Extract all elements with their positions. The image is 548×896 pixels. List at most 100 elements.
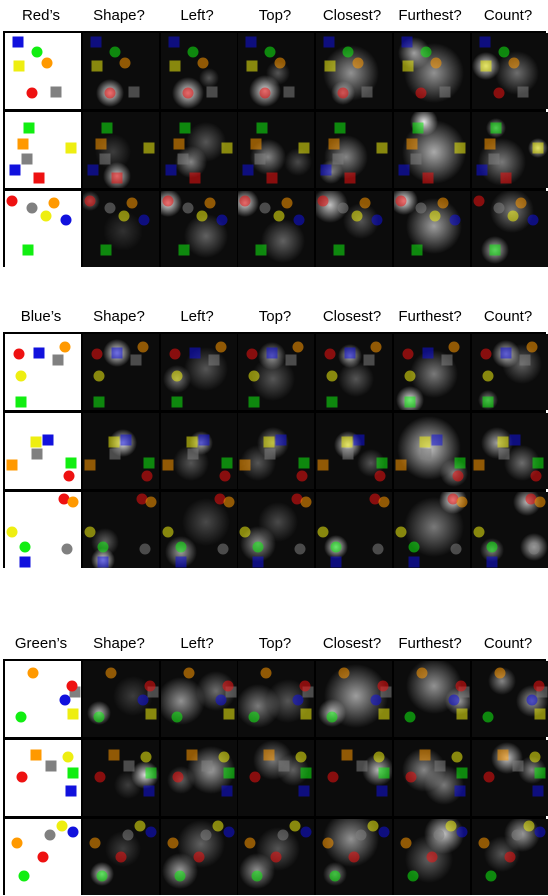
yellow-square	[108, 436, 120, 448]
attention-blob	[504, 445, 540, 481]
red-circle	[63, 470, 75, 482]
heatmap-image	[242, 122, 312, 184]
blue-square	[454, 785, 466, 797]
yellow-circle	[523, 820, 535, 832]
orange-circle	[400, 837, 412, 849]
attention-map	[83, 413, 159, 489]
red-circle	[369, 493, 381, 505]
orange-circle	[260, 667, 272, 679]
yellow-circle	[239, 526, 251, 538]
gray-square	[361, 86, 373, 98]
orange-circle	[244, 837, 256, 849]
attention-blob	[266, 679, 310, 723]
yellow-circle	[289, 820, 301, 832]
column-header-furthest: Furthest?	[398, 635, 462, 652]
green-circle	[97, 541, 109, 553]
green-square	[23, 122, 35, 134]
orange-circle	[430, 57, 442, 69]
red-square	[422, 172, 434, 184]
attention-map	[316, 740, 392, 816]
gray-square	[123, 760, 135, 772]
yellow-circle	[162, 526, 174, 538]
attention-map	[472, 740, 548, 816]
gray-square	[512, 760, 524, 772]
heatmap-image	[398, 112, 466, 184]
attention-map	[161, 661, 237, 737]
blue-square	[221, 785, 233, 797]
gray-circle	[294, 543, 306, 555]
orange-square	[162, 459, 174, 471]
green-square	[411, 244, 423, 256]
orange-circle	[59, 341, 71, 353]
attention-blob	[424, 765, 464, 805]
heatmap-image	[478, 819, 546, 882]
heatmap-image	[394, 191, 462, 256]
gray-square	[285, 354, 297, 366]
red-circle	[504, 851, 516, 863]
orange-circle	[167, 837, 179, 849]
scene-image	[13, 341, 71, 408]
green-circle	[330, 541, 342, 553]
red-circle	[415, 87, 427, 99]
red-circle	[493, 87, 505, 99]
scene-image	[11, 820, 79, 882]
scene-image	[15, 667, 81, 723]
green-square	[101, 122, 113, 134]
yellow-square	[67, 708, 79, 720]
attention-map	[161, 492, 237, 568]
red-circle	[249, 771, 261, 783]
attention-blob	[199, 68, 219, 88]
orange-circle	[27, 667, 39, 679]
gray-square	[147, 686, 159, 698]
input-scene	[5, 191, 81, 267]
green-square	[300, 767, 312, 779]
red-square	[189, 172, 201, 184]
green-square	[334, 122, 346, 134]
gray-square	[206, 86, 218, 98]
gray-square	[458, 686, 470, 698]
input-scene	[5, 740, 81, 816]
heatmap-image	[482, 667, 548, 723]
yellow-square	[534, 708, 546, 720]
heatmap-image	[245, 36, 295, 107]
column-header-closest: Closest?	[322, 7, 382, 24]
green-square	[221, 457, 233, 469]
blue-square	[90, 36, 102, 48]
column-header-shape: Shape?	[93, 308, 145, 325]
yellow-circle	[273, 210, 285, 222]
red-circle	[13, 348, 25, 360]
red-circle	[259, 87, 271, 99]
blue-square	[353, 434, 365, 446]
heatmap-image	[168, 36, 219, 109]
yellow-square	[454, 142, 466, 154]
yellow-square	[91, 60, 103, 72]
green-square	[489, 244, 501, 256]
gray-square	[356, 760, 368, 772]
blue-square	[376, 785, 388, 797]
attention-blob	[182, 498, 230, 546]
heatmap-image	[162, 820, 235, 889]
yellow-circle	[373, 751, 385, 763]
red-square	[33, 172, 45, 184]
red-circle	[317, 195, 329, 207]
red-circle	[447, 493, 459, 505]
red-circle	[26, 87, 38, 99]
orange-circle	[137, 341, 149, 353]
green-circle	[408, 541, 420, 553]
heatmap-image	[246, 341, 304, 408]
heatmap-image	[317, 431, 388, 482]
yellow-square	[246, 60, 258, 72]
red-circle	[374, 470, 386, 482]
attention-map	[394, 334, 470, 410]
orange-square	[484, 138, 496, 150]
green-square	[255, 244, 267, 256]
green-square	[298, 457, 310, 469]
attention-map	[161, 819, 237, 895]
attention-map	[394, 661, 470, 737]
green-square	[532, 457, 544, 469]
green-circle	[93, 711, 105, 723]
attention-map	[472, 413, 548, 489]
orange-square	[84, 459, 96, 471]
green-square	[404, 396, 416, 408]
section-title: Blue’s	[20, 308, 62, 325]
